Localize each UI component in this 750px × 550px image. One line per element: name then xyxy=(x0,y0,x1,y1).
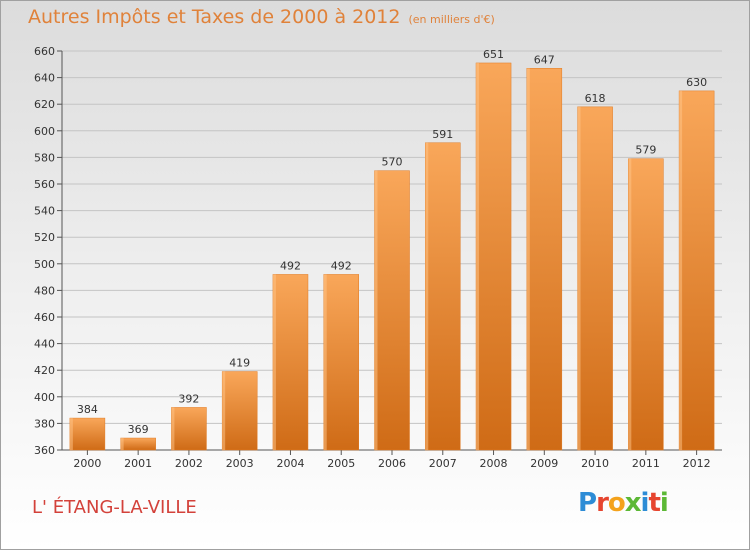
y-tick-label: 600 xyxy=(34,125,55,138)
bar-2000 xyxy=(69,417,106,451)
y-tick-label: 560 xyxy=(34,178,55,191)
y-tick-label: 660 xyxy=(34,45,55,58)
data-label-2000: 384 xyxy=(77,403,98,416)
unit-note: (en milliers d'€) xyxy=(408,13,495,26)
data-label-2012: 630 xyxy=(686,76,707,89)
logo-letter: P xyxy=(578,488,597,518)
bar-highlight xyxy=(425,142,429,450)
y-tick-label: 580 xyxy=(34,151,55,164)
logo-letter: r xyxy=(596,488,609,518)
x-tick-label-2010: 2010 xyxy=(581,457,609,470)
x-tick-label-2004: 2004 xyxy=(276,457,304,470)
chart-title-row: Autres Impôts et Taxes de 2000 à 2012 (en… xyxy=(28,6,495,28)
logo-letter: x xyxy=(624,488,642,518)
x-tick-label-2003: 2003 xyxy=(226,457,254,470)
y-tick-label: 640 xyxy=(34,72,55,85)
bar-highlight xyxy=(526,68,530,450)
logo-letter: i xyxy=(659,488,669,518)
bar-highlight xyxy=(323,274,327,450)
logo-letter: t xyxy=(648,488,660,518)
bar-highlight xyxy=(272,274,276,450)
bar-highlight xyxy=(679,90,683,451)
data-label-2002: 392 xyxy=(178,392,199,405)
bar-2001 xyxy=(120,437,156,451)
logo-letter: i xyxy=(640,488,650,518)
data-label-2007: 591 xyxy=(432,128,453,141)
bar-2012 xyxy=(678,90,715,451)
x-tick-label-2000: 2000 xyxy=(73,457,101,470)
x-tick-label-2012: 2012 xyxy=(683,457,711,470)
y-tick-label: 380 xyxy=(34,417,55,430)
bar-highlight xyxy=(171,407,175,450)
data-label-2009: 647 xyxy=(534,53,555,66)
x-tick-label-2002: 2002 xyxy=(175,457,203,470)
bar-2003 xyxy=(221,371,258,451)
x-tick-label-2007: 2007 xyxy=(429,457,457,470)
bar-2005 xyxy=(323,274,359,451)
y-tick-label: 620 xyxy=(34,98,55,111)
bar-2006 xyxy=(374,170,410,451)
data-label-2001: 369 xyxy=(128,423,149,436)
labels: 360 380 400 420 440 460 480 500 520 540 560 580 600 6… xyxy=(34,45,711,470)
bar-2002 xyxy=(171,407,207,451)
y-tick-label: 360 xyxy=(34,444,55,457)
bar-2009 xyxy=(526,68,563,451)
chart-title: Autres Impôts et Taxes de 2000 à 2012 xyxy=(28,6,401,28)
place-name: L' ÉTANG-LA-VILLE xyxy=(32,497,197,518)
y-tick-label: 540 xyxy=(34,205,55,218)
bar-2010 xyxy=(577,106,613,451)
data-label-2010: 618 xyxy=(585,92,606,105)
x-tick-label-2005: 2005 xyxy=(327,457,355,470)
data-label-2003: 419 xyxy=(229,357,250,370)
bar-highlight xyxy=(222,371,226,450)
bar-2008 xyxy=(475,62,512,451)
x-tick-label-2009: 2009 xyxy=(530,457,558,470)
data-label-2008: 651 xyxy=(483,48,504,61)
x-tick-label-2011: 2011 xyxy=(632,457,660,470)
bars xyxy=(69,62,715,451)
x-tick-label-2006: 2006 xyxy=(378,457,406,470)
y-tick-label: 500 xyxy=(34,258,55,271)
bar-highlight xyxy=(69,418,73,450)
x-tick-label-2001: 2001 xyxy=(124,457,152,470)
y-tick-label: 400 xyxy=(34,391,55,404)
data-label-2006: 570 xyxy=(382,156,403,169)
logo-letter: o xyxy=(607,488,626,518)
bar-highlight xyxy=(476,62,480,450)
y-tick-label: 440 xyxy=(34,338,55,351)
proxiti-logo: Proxiti xyxy=(578,488,669,518)
bar-highlight xyxy=(577,106,581,451)
bar-2007 xyxy=(425,142,461,451)
data-label-2011: 579 xyxy=(635,144,656,157)
data-label-2004: 492 xyxy=(280,259,301,272)
bar-highlight xyxy=(374,170,378,450)
bar-2011 xyxy=(628,158,664,451)
bar-highlight xyxy=(628,158,632,451)
data-label-2005: 492 xyxy=(331,259,352,272)
y-tick-label: 480 xyxy=(34,284,55,297)
y-tick-label: 460 xyxy=(34,311,55,324)
x-tick-label-2008: 2008 xyxy=(480,457,508,470)
y-tick-label: 420 xyxy=(34,364,55,377)
y-tick-label: 520 xyxy=(34,231,55,244)
bar-2004 xyxy=(272,274,309,451)
bar-highlight xyxy=(120,438,124,450)
